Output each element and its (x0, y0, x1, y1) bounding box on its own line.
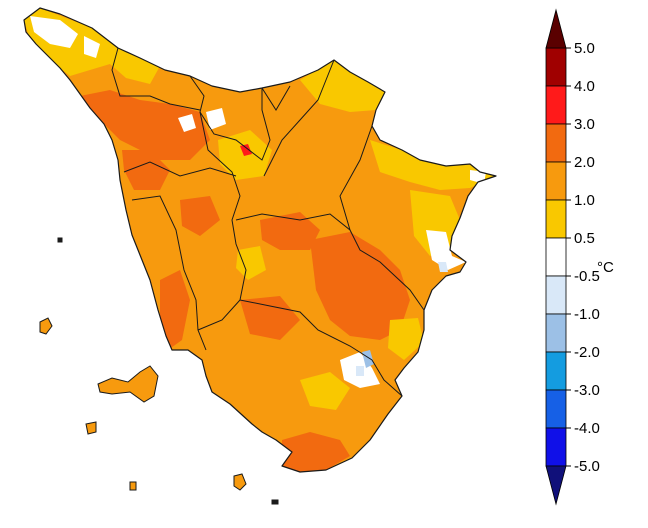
colorbar-bin (545, 123, 567, 163)
island-pianosa (85, 421, 97, 435)
colorbar-bin (545, 313, 567, 353)
colorbar-tick-label: 3.0 (574, 116, 595, 133)
colorbar-bin (545, 199, 567, 239)
colorbar-tick-label: 1.0 (574, 192, 595, 209)
colorbar-tick-label: -1.0 (574, 306, 600, 323)
colorbar-over-arrow (545, 8, 567, 49)
colorbar-tick-label: -0.5 (574, 268, 600, 285)
colorbar-tick-label: 4.0 (574, 78, 595, 95)
colorbar-bin (545, 275, 567, 315)
island-giglio (233, 473, 247, 491)
colorbar-tick-label: -4.0 (574, 420, 600, 437)
islands (39, 237, 279, 505)
colorbar-bin (545, 351, 567, 391)
colorbar-legend: 5.0 4.0 3.0 2.0 1.0 0.5 -0.5 -1.0 -2.0 -3.0 -4.0 -5… (545, 8, 614, 506)
colorbar-unit-label: °C (597, 259, 614, 276)
island-elba (97, 365, 159, 403)
colorbar-under-arrow (545, 465, 567, 506)
colorbar-bin (545, 47, 567, 87)
province-boundaries (111, 47, 425, 397)
colorbar-bin (545, 389, 567, 429)
anomaly-2-3-areas (80, 90, 410, 472)
colorbar-bin (545, 427, 567, 467)
colorbar-ticks: 5.0 4.0 3.0 2.0 1.0 0.5 -0.5 -1.0 -2.0 -3.0 -4.0 -5… (566, 40, 600, 475)
colorbar-bin (545, 161, 567, 201)
colorbar-bins (545, 47, 567, 467)
anomaly-3-4-spot (240, 144, 252, 156)
region-outline (23, 7, 497, 473)
colorbar-tick-label: 0.5 (574, 230, 595, 247)
tuscany-region (23, 7, 497, 473)
island-giannutri (271, 499, 279, 505)
colorbar-tick-label: 5.0 (574, 40, 595, 57)
island-capraia (39, 317, 53, 335)
colorbar-tick-label: -2.0 (574, 344, 600, 361)
colorbar-tick-label: 2.0 (574, 154, 595, 171)
colorbar-bin (545, 237, 567, 277)
anomaly-cool-areas (356, 262, 448, 376)
island-gorgona (57, 237, 63, 243)
colorbar-tick-label: -3.0 (574, 382, 600, 399)
colorbar-tick-label: -5.0 (574, 458, 600, 475)
island-montecristo (129, 481, 137, 491)
temperature-anomaly-map (23, 7, 497, 505)
colorbar-bin (545, 85, 567, 125)
